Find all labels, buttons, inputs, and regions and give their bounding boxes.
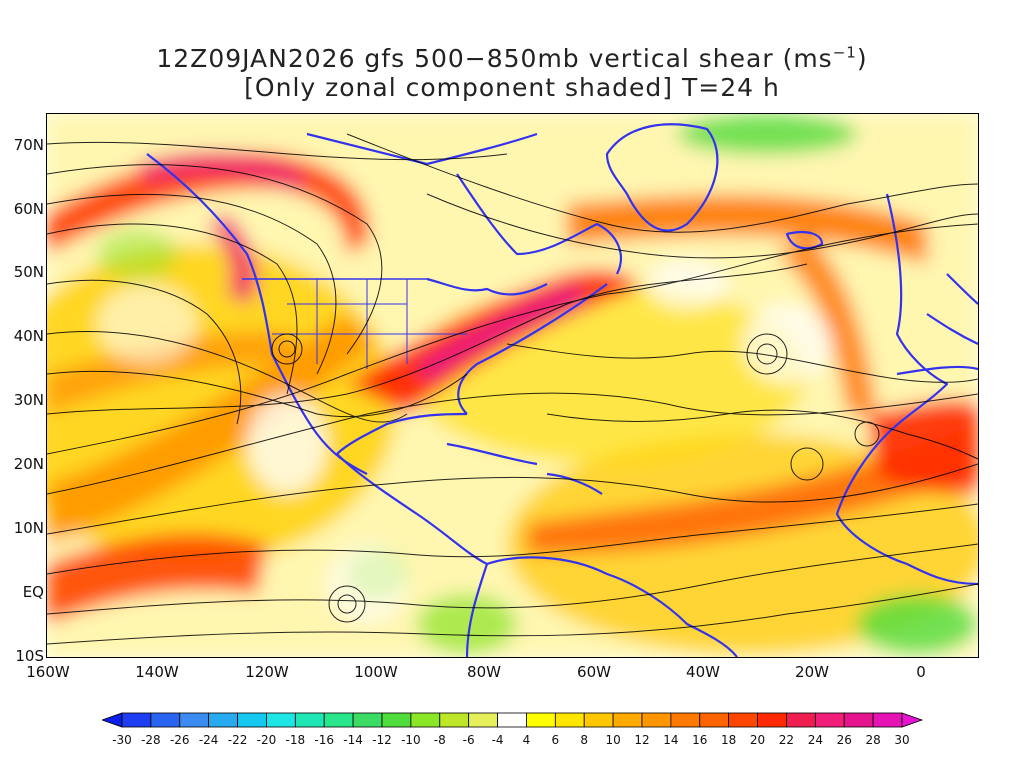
lat-label-70n: 70N	[13, 136, 44, 154]
colorbar-swatch	[266, 712, 296, 728]
colorbar-swatch	[294, 712, 325, 728]
colorbar-swatch	[208, 712, 238, 728]
colorbar-swatch	[497, 712, 527, 728]
colorbar-tick-label: -24	[198, 733, 219, 747]
colorbar-labels: -30 -28 -26 -24 -22 -20 -18 -16 -14 -12 -10 -8 -6 -4 4…	[102, 733, 922, 749]
lon-label-140w: 140W	[135, 663, 179, 681]
coastlines	[146, 123, 978, 657]
colorbar-swatch	[352, 712, 383, 728]
colorbar-arrow-high	[901, 712, 924, 728]
lat-label-60n: 60N	[13, 200, 44, 218]
colorbar-tick-label: 30	[894, 733, 910, 747]
colorbar-swatch	[641, 712, 672, 728]
colorbar-tick-label: -22	[227, 733, 248, 747]
chart-title: 12Z09JAN2026 gfs 500−850mb vertical shea…	[0, 44, 1024, 102]
colorbar-tick-label: -8	[433, 733, 446, 747]
colorbar-tick-label: -10	[401, 733, 421, 747]
colorbar-swatch	[410, 712, 441, 728]
colorbar-tick-label: -12	[372, 733, 392, 747]
colorbar-tick-label: -16	[314, 733, 335, 747]
colorbar-tick-label: 26	[836, 733, 852, 747]
lat-label-eq: EQ	[22, 583, 44, 601]
colorbar-tick-label: 20	[749, 733, 766, 747]
lon-label-120w: 120W	[245, 663, 289, 681]
colorbar-swatch	[670, 712, 701, 728]
colorbar-tick-label: 18	[721, 733, 737, 747]
colorbar-swatch	[728, 712, 758, 728]
colorbar-tick-label: -6	[462, 733, 475, 747]
colorbar-tick-label: 16	[692, 733, 708, 747]
colorbar-swatch	[237, 712, 267, 728]
lon-label-80w: 80W	[467, 663, 501, 681]
lon-label-100w: 100W	[354, 663, 398, 681]
colorbar-swatch	[526, 712, 556, 728]
lon-label-60w: 60W	[577, 663, 611, 681]
colorbar-swatch	[323, 712, 354, 728]
colorbar-tick-label: -4	[491, 733, 504, 747]
colorbar-swatch	[583, 712, 614, 728]
colorbar-arrow-low	[100, 712, 123, 728]
lat-label-10s: 10S	[15, 647, 44, 665]
colorbar-tick-label: -28	[141, 733, 161, 747]
colorbar-swatch	[554, 712, 585, 728]
colorbar-tick-label: -30	[112, 733, 132, 747]
lon-label-160w: 160W	[26, 663, 70, 681]
colorbar-swatch	[439, 712, 470, 728]
lat-label-40n: 40N	[13, 327, 44, 345]
colorbar-tick-label: 12	[634, 733, 650, 747]
lon-label-0: 0	[916, 663, 926, 681]
colorbar-swatch	[786, 712, 816, 728]
streamlines	[47, 133, 978, 645]
lat-label-50n: 50N	[13, 263, 44, 281]
lat-label-10n: 10N	[13, 519, 44, 537]
colorbar-swatch	[468, 712, 498, 728]
title-line-2: [Only zonal component shaded] T=24 h	[244, 73, 780, 102]
colorbar	[100, 712, 924, 732]
title-line-1: 12Z09JAN2026 gfs 500−850mb vertical shea…	[156, 43, 868, 73]
colorbar-swatch	[612, 712, 643, 728]
colorbar-tick-label: 14	[663, 733, 679, 747]
colorbar-swatch	[814, 712, 845, 728]
colorbar-tick-label: 10	[605, 733, 621, 747]
lon-label-20w: 20W	[795, 663, 829, 681]
colorbar-swatch	[150, 712, 181, 728]
colorbar-tick-label: 8	[580, 733, 589, 747]
colorbar-tick-label: 4	[522, 733, 531, 747]
colorbar-swatch	[121, 712, 152, 728]
colorbar-tick-label: -18	[285, 733, 306, 747]
lon-label-40w: 40W	[686, 663, 720, 681]
colorbar-tick-label: 24	[807, 733, 823, 747]
colorbar-swatch	[381, 712, 412, 728]
colorbar-swatch	[757, 712, 787, 728]
shear-map	[46, 113, 979, 658]
colorbar-tick-label: -14	[343, 733, 363, 747]
colorbar-tick-label: 22	[778, 733, 795, 747]
colorbar-swatch	[179, 712, 210, 728]
lat-label-20n: 20N	[13, 455, 44, 473]
colorbar-swatch	[872, 712, 903, 728]
colorbar-tick-label: 28	[865, 733, 881, 747]
colorbar-tick-label: -26	[169, 733, 190, 747]
lat-label-30n: 30N	[13, 391, 44, 409]
shaded-field	[47, 114, 978, 657]
colorbar-tick-label: -20	[256, 733, 277, 747]
colorbar-swatch	[699, 712, 730, 728]
colorbar-tick-label: 6	[551, 733, 560, 747]
colorbar-swatch	[843, 712, 874, 728]
